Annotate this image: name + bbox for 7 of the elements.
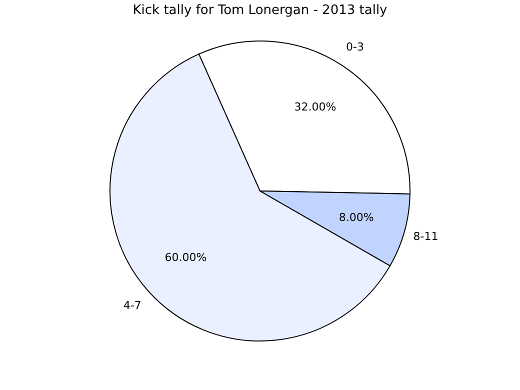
chart-title: Kick tally for Tom Lonergan - 2013 tally (132, 3, 388, 18)
slice-label: 0-3 (346, 40, 364, 54)
data-label: 32.00% (294, 100, 336, 114)
slice-label: 8-11 (413, 230, 438, 244)
data-label: 8.00% (338, 210, 374, 224)
slice-label: 4-7 (123, 299, 142, 312)
data-label: 60.00% (164, 250, 207, 264)
